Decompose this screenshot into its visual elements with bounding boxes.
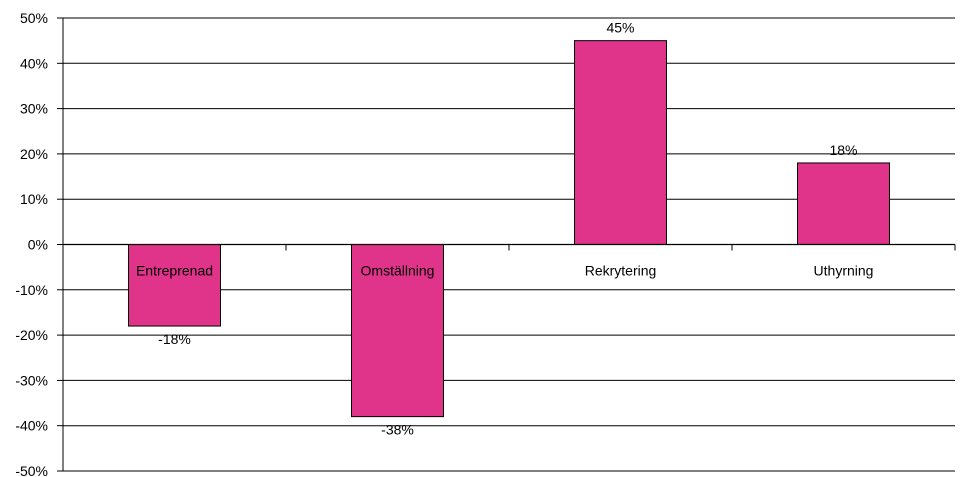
y-tick-label: 0% [28, 237, 48, 253]
labels: 50% 40% 30% 20% 10% 0% -10% -20% -30% -40% -50% -18… [15, 10, 873, 477]
category-label: Omställning [361, 263, 435, 279]
y-tick-label: 10% [20, 191, 48, 207]
y-tick-label: 20% [20, 146, 48, 162]
y-tick-label: 40% [20, 55, 48, 71]
data-label: 45% [606, 20, 634, 36]
y-tick-label: -40% [15, 418, 48, 434]
y-tick-label: -20% [15, 327, 48, 343]
bar-uthyrning [797, 162, 890, 246]
y-tick-label: -50% [15, 463, 48, 477]
bars [128, 40, 890, 418]
bar-entreprenad [128, 244, 221, 327]
y-tick-label: 30% [20, 101, 48, 117]
category-label: Uthyrning [814, 263, 874, 279]
data-label: 18% [829, 142, 857, 158]
data-label: -38% [381, 422, 414, 438]
bar-rekrytering [574, 40, 667, 246]
category-label: Entreprenad [136, 263, 213, 279]
data-label: -18% [158, 331, 191, 347]
y-tick-label: -10% [15, 282, 48, 298]
category-label: Rekrytering [585, 263, 657, 279]
y-tick-label: -30% [15, 372, 48, 388]
y-tick-label: 50% [20, 10, 48, 26]
axes [57, 17, 956, 472]
